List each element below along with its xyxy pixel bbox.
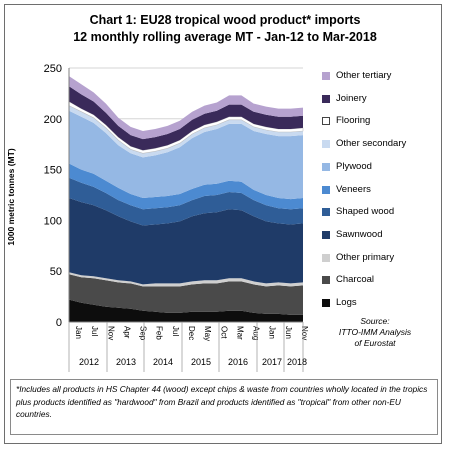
area-series [69,105,303,158]
area-series [69,299,303,322]
legend-label: Other tertiary [336,70,392,81]
legend-swatch [322,208,330,217]
area-series [69,86,303,151]
legend-label: Sawnwood [336,228,383,240]
x-tick-label: Dec [187,326,196,340]
area-series [69,110,303,200]
legend-swatch [322,276,330,285]
area-series [69,198,303,285]
x-tick-label: Apr [122,326,131,339]
legend-swatch [322,162,330,171]
x-tick-label: Feb [155,326,164,340]
x-year-label: 2014 [153,357,173,367]
legend-swatch [322,140,330,149]
y-tick-label: 100 [44,215,62,227]
x-tick-label: Nov [300,326,309,340]
y-tick-label: 200 [44,114,62,126]
legend-label: Logs [336,297,357,308]
area-series [69,163,303,210]
source-line: Source: [360,316,390,326]
x-year-label: 2018 [287,357,307,367]
source-line: of Eurostat [354,338,396,348]
x-tick-label: Sep [139,326,148,341]
source-line: ITTO-IMM Analysis [338,327,412,337]
x-tick-label: Aug [252,326,261,340]
area-series [69,177,303,226]
y-tick-label: 150 [44,165,62,177]
legend-swatch [322,72,330,80]
area-series [69,274,303,315]
legend-swatch [322,253,330,262]
x-year-label: 2016 [228,357,248,367]
y-tick-label: 50 [50,266,62,278]
x-tick-label: May [203,326,212,341]
chart-title: Chart 1: EU28 tropical wood product* imp… [89,13,361,27]
x-year-label: 2017 [262,357,282,367]
chart-subtitle: 12 monthly rolling average MT - Jan-12 t… [73,30,377,44]
y-tick-label: 250 [44,63,62,75]
legend-label: Veneers [336,183,371,195]
area-series [69,76,303,140]
x-tick-label: Jun [284,326,293,339]
x-tick-label: Mar [235,326,244,340]
x-tick-label: Jan [268,326,277,339]
legend-label: Plywood [336,160,372,172]
footnote: *Includes all products in HS Chapter 44 … [10,379,438,435]
legend-swatch [322,94,330,103]
legend-label: Other secondary [336,138,407,150]
x-tick-label: Nov [106,326,115,340]
legend-label: Other primary [336,251,395,263]
source-note: Source: ITTO-IMM Analysis of Eurostat [330,316,420,349]
legend-swatch [322,185,330,194]
legend-label: Joinery [336,92,367,104]
legend-swatch [322,230,330,239]
y-tick-label: 0 [56,317,62,329]
legend-label: Charcoal [336,274,375,286]
area-series [69,272,303,287]
x-year-label: 2015 [191,357,211,367]
legend-swatch [322,117,330,126]
x-tick-label: Jul [90,326,99,336]
x-year-label: 2013 [116,357,136,367]
x-year-label: 2012 [79,357,99,367]
x-tick-label: Oct [219,326,228,339]
x-tick-label: Jan [74,326,83,339]
x-tick-label: Jul [171,326,180,336]
legend-label: Flooring [336,115,371,127]
legend-label: Shaped wood [336,206,395,218]
legend-swatch [322,299,330,307]
